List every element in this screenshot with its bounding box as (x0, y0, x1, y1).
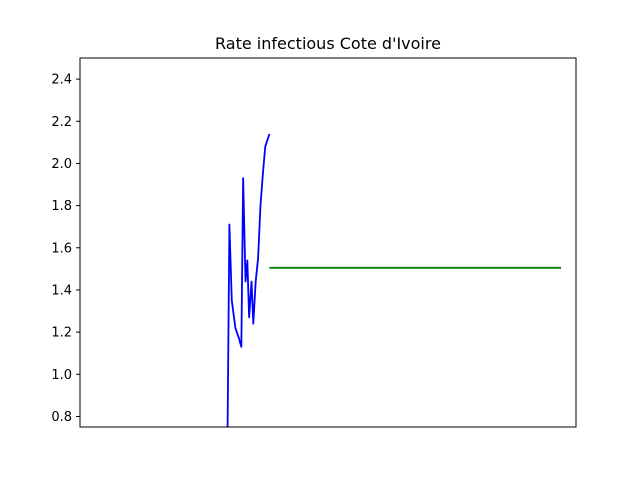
y-tick-label: 2.4 (51, 73, 72, 88)
y-tick-label: 2.2 (51, 115, 72, 130)
y-tick-label: 1.4 (51, 283, 72, 298)
y-tick-label: 0.8 (51, 410, 72, 425)
y-tick-label: 1.2 (51, 326, 72, 341)
y-tick-label: 2.0 (51, 157, 72, 172)
plot-frame (79, 57, 577, 428)
y-tick-label: 1.8 (51, 199, 72, 214)
chart-title: Rate infectious Cote d'Ivoire (215, 34, 441, 53)
series-line-1 (226, 133, 271, 427)
y-tick-label: 1.6 (51, 241, 72, 256)
y-axis: 0.8 1.0 1.2 1.4 1.6 1.8 2.0 2.2 2.4 (51, 73, 80, 425)
series-layer (226, 133, 562, 427)
y-tick-label: 1.0 (51, 368, 72, 383)
